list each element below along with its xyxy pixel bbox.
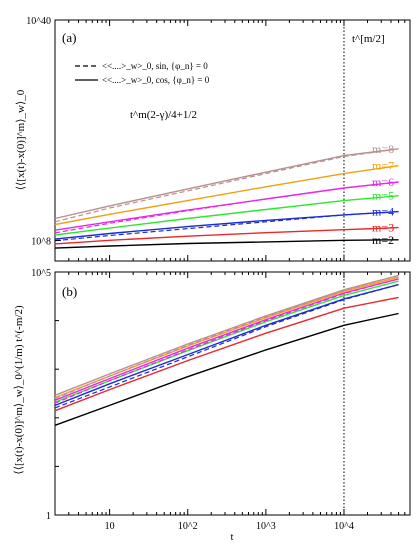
label-m=6: m=6 [372,175,394,189]
series-m=3-solid [54,226,399,245]
legend: <<....>_w>_0, sin, {φ_n} = 0 <<....>_w>_… [75,61,210,85]
panel-b-ylabel: ⟨⟨[x(t)-x(0)]^m⟩_w⟩_0^(1/m) t^(-m/2) [13,305,25,475]
series-m=6-solid [54,181,399,231]
tm2-annotation: t^[m/2] [352,33,385,45]
series-m=3-solid [54,296,399,412]
series-m=8-solid [54,148,399,220]
series-m=2-solid [54,312,399,426]
panel-b-xlabel: t [230,531,233,543]
label-m=4: m=4 [372,205,394,219]
series-m=7-solid [54,165,399,226]
panel-a: 10^8 10^40 (a) ⟨⟨[x(t)-x(0)]^m⟩_w⟩_0 <<..… [15,16,411,262]
panel-b-label: (b) [62,284,77,299]
series-m=4-dashed [54,211,399,242]
legend-solid-text: <<....>_w>_0, cos, {φ_n} = 0 [102,75,210,85]
series-m=8-solid [54,274,399,396]
panel-a-ylabel: ⟨⟨[x(t)-x(0)]^m⟩_w⟩_0 [15,89,27,190]
series-m=4-solid [54,283,399,407]
series-m=8-dashed [54,274,399,400]
label-m=8: m=8 [372,142,394,156]
panel-a-frame [54,19,411,262]
y-tick-label: 1 [46,511,51,522]
series-m=8-dashed [54,148,399,223]
series-m=5-solid [54,195,399,236]
x-tick-label: 10^4 [334,521,354,532]
series-m=6-dashed [54,278,399,404]
series-m=2-solid [54,239,399,249]
label-m=7: m=7 [372,159,394,173]
x-tick-label: 10 [105,521,115,532]
series-m=4-dashed [54,284,399,409]
legend-dashed-text: <<....>_w>_0, sin, {φ_n} = 0 [102,61,208,71]
slope-annotation: t^m(2-γ)/4+1/2 [130,109,197,121]
y-tick-label: 10^5 [31,268,51,279]
label-m=3: m=3 [372,221,394,235]
label-m=5: m=5 [372,189,394,203]
panel-b: 10 10^2 10^3 10^4 1 10^5 (b) ⟨⟨[x(t)-x(0)]^m⟩… [13,268,411,543]
label-m=2: m=2 [372,233,394,247]
panel-b-frame [54,271,411,516]
y-tick-label: 10^40 [26,16,51,27]
series-m=6-solid [54,278,399,401]
panel-a-label: (a) [62,30,76,45]
x-tick-label: 10^3 [256,521,276,532]
x-tick-label: 10^2 [178,521,198,532]
y-tick-label: 10^8 [31,236,51,247]
